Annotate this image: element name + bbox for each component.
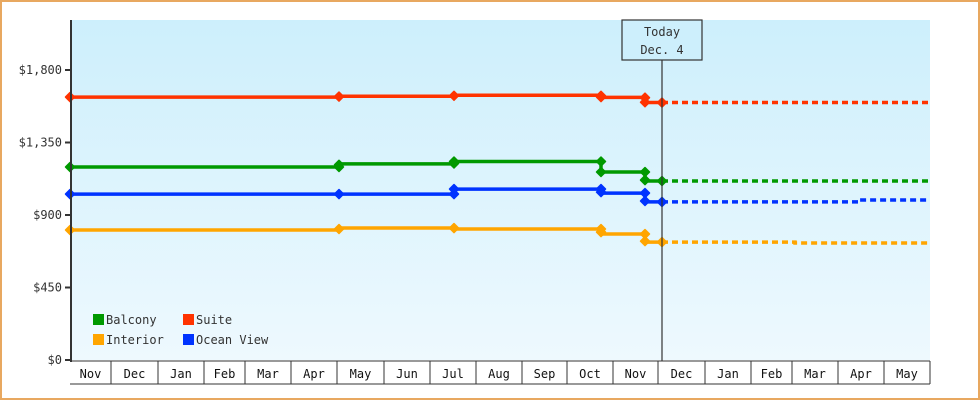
- series-suite: [64, 90, 930, 108]
- x-month-label: Nov: [80, 367, 102, 381]
- legend-label: Ocean View: [196, 333, 269, 347]
- x-axis-months: Nov Dec Jan Feb Mar Apr May Jun Jul Aug Sep Oct Nov D…: [70, 360, 931, 385]
- data-point-marker: [595, 156, 607, 167]
- series-interior: [64, 222, 930, 248]
- forecast-line: [662, 240, 930, 245]
- x-month-label: Jun: [396, 367, 418, 381]
- x-month-label: Jul: [442, 367, 464, 381]
- data-point-marker: [639, 96, 651, 108]
- x-month-label: Mar: [257, 367, 279, 381]
- data-point-marker: [639, 174, 651, 186]
- x-month-label: Mar: [804, 367, 826, 381]
- today-label-box: [621, 19, 703, 61]
- today-label: Today: [644, 25, 680, 39]
- y-tick-label: $1,350: [19, 136, 62, 150]
- data-point-marker: [333, 91, 345, 102]
- series-layer: [64, 90, 930, 248]
- x-month-label: Dec: [671, 367, 693, 381]
- data-point-marker: [333, 188, 345, 200]
- data-point-marker: [333, 223, 345, 235]
- y-tick-label: $900: [33, 208, 62, 222]
- today-marker: Today Dec. 4: [621, 19, 703, 361]
- x-month-label: Feb: [214, 367, 236, 381]
- data-point-marker: [595, 166, 607, 178]
- legend-item-ocean-view[interactable]: Ocean View: [183, 333, 269, 347]
- y-tick-label: $450: [33, 281, 62, 295]
- x-month-label: Oct: [579, 367, 601, 381]
- data-point-marker: [448, 183, 460, 195]
- data-point-marker: [639, 235, 651, 247]
- legend-label: Suite: [196, 313, 232, 327]
- data-point-marker: [448, 156, 460, 167]
- legend: Balcony Suite Interior Ocean View: [93, 313, 269, 347]
- data-point-marker: [595, 226, 607, 238]
- forecast-line: [662, 198, 930, 204]
- x-month-label: Sep: [534, 367, 556, 381]
- data-point-marker: [595, 91, 607, 103]
- x-month-label: Jan: [170, 367, 192, 381]
- today-date: Dec. 4: [640, 43, 683, 57]
- x-month-label: Nov: [625, 367, 647, 381]
- y-tick-label: $0: [48, 353, 62, 367]
- legend-swatch: [93, 314, 104, 325]
- data-point-marker: [639, 195, 651, 207]
- x-month-label: Feb: [761, 367, 783, 381]
- data-point-marker: [448, 222, 460, 234]
- x-month-label: Aug: [488, 367, 510, 381]
- legend-label: Balcony: [106, 313, 157, 327]
- x-month-label: Dec: [124, 367, 146, 381]
- data-point-marker: [595, 186, 607, 198]
- legend-swatch: [183, 314, 194, 325]
- x-month-label: May: [350, 367, 372, 381]
- legend-swatch: [183, 334, 194, 345]
- y-tick-label: $1,800: [19, 63, 62, 77]
- y-axis-ticks: $0 $450 $900 $1,350 $1,800: [19, 63, 71, 367]
- legend-swatch: [93, 334, 104, 345]
- x-month-label: Apr: [850, 367, 872, 381]
- x-month-label: Apr: [303, 367, 325, 381]
- data-point-marker: [448, 90, 460, 102]
- data-point-marker: [333, 159, 345, 170]
- x-month-label: May: [896, 367, 918, 381]
- legend-item-balcony[interactable]: Balcony: [93, 313, 157, 327]
- legend-label: Interior: [106, 333, 164, 347]
- x-month-label: Jan: [717, 367, 739, 381]
- legend-item-suite[interactable]: Suite: [183, 313, 232, 327]
- legend-item-interior[interactable]: Interior: [93, 333, 164, 347]
